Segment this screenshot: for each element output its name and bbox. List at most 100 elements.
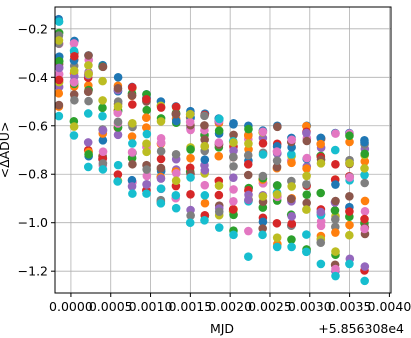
data-point — [142, 123, 151, 132]
data-point — [98, 111, 107, 121]
data-point — [156, 146, 166, 156]
data-point — [83, 138, 93, 147]
data-point — [302, 205, 311, 214]
data-point — [273, 122, 282, 132]
data-point — [171, 109, 181, 119]
data-point — [360, 207, 370, 216]
data-point — [83, 162, 93, 172]
data-point — [229, 162, 238, 171]
data-point — [128, 159, 137, 169]
y-tick-label: −0.8 — [18, 167, 48, 182]
data-point — [331, 271, 340, 281]
data-point — [258, 217, 268, 227]
y-tick-label: −0.6 — [18, 118, 48, 133]
data-point — [54, 100, 64, 110]
y-tick-label: −1.2 — [18, 264, 48, 279]
data-point — [316, 188, 326, 198]
data-point — [345, 207, 354, 216]
x-tick-label: 0.0010 — [129, 299, 173, 314]
x-tick-label: 0.0015 — [168, 299, 212, 314]
data-point — [200, 180, 210, 190]
data-point — [171, 150, 181, 159]
data-point — [214, 126, 224, 135]
data-point — [345, 173, 355, 182]
data-point — [214, 223, 224, 232]
data-point — [156, 199, 166, 208]
data-point — [127, 82, 137, 92]
data-point — [98, 62, 108, 72]
data-point — [258, 171, 268, 181]
data-point — [244, 226, 253, 236]
data-point — [360, 214, 369, 224]
data-point — [128, 139, 137, 148]
data-point — [54, 63, 64, 73]
data-point — [69, 77, 79, 87]
data-point — [171, 176, 181, 185]
data-point — [70, 51, 79, 61]
data-point — [360, 149, 370, 159]
data-point — [302, 153, 312, 163]
data-point — [302, 190, 312, 199]
data-point — [200, 121, 209, 130]
data-point — [345, 192, 354, 201]
data-point — [229, 120, 238, 129]
data-point — [171, 168, 181, 178]
data-point — [69, 122, 79, 131]
x-axis-ticks: 0.00000.00050.00100.00150.00200.00250.00… — [49, 293, 411, 314]
data-point — [345, 131, 354, 141]
data-point — [185, 117, 195, 127]
data-point — [54, 111, 64, 121]
data-point — [258, 230, 267, 240]
data-point — [330, 145, 340, 155]
x-tick-label: 0.0035 — [328, 299, 372, 314]
y-tick-label: −1.0 — [18, 215, 48, 230]
data-point — [360, 137, 369, 147]
data-point — [331, 247, 340, 256]
data-point — [142, 147, 151, 157]
data-point — [127, 175, 137, 185]
data-point — [229, 146, 238, 155]
data-point — [287, 235, 296, 244]
data-point — [287, 135, 297, 145]
data-point — [142, 105, 152, 115]
data-point — [128, 100, 137, 109]
y-tick-label: −0.4 — [18, 70, 48, 85]
data-point — [287, 158, 296, 168]
y-axis-label: <ΔADU> — [0, 122, 12, 179]
data-point — [113, 102, 123, 111]
data-point — [287, 242, 296, 252]
data-point — [171, 203, 181, 213]
data-point — [200, 155, 210, 164]
data-point — [228, 205, 238, 214]
data-point — [272, 162, 282, 172]
data-point — [244, 124, 253, 134]
x-axis-offset-label: +5.856308e4 — [318, 321, 404, 336]
data-point — [84, 96, 93, 106]
data-point — [287, 212, 297, 221]
data-point — [360, 178, 369, 188]
data-point — [229, 185, 238, 194]
data-point — [302, 230, 311, 239]
y-axis-ticks: −1.2 −1.0 −0.8 −0.6 −0.4 −0.2 — [18, 21, 55, 279]
data-point — [98, 126, 108, 135]
y-tick-label: −0.2 — [18, 21, 48, 36]
data-point — [287, 182, 296, 191]
data-point — [302, 179, 311, 189]
data-point — [331, 228, 340, 237]
data-point — [127, 182, 137, 191]
data-point — [360, 196, 370, 206]
data-point — [156, 154, 166, 164]
data-point — [258, 192, 268, 201]
data-point — [345, 137, 354, 147]
data-point — [84, 69, 93, 79]
data-point — [113, 117, 123, 127]
data-point — [229, 230, 238, 240]
data-point — [186, 173, 195, 182]
data-point — [229, 138, 238, 147]
data-point — [113, 72, 123, 82]
data-point — [273, 181, 282, 190]
data-point — [128, 119, 137, 128]
data-point — [171, 102, 181, 112]
data-point — [200, 135, 209, 144]
